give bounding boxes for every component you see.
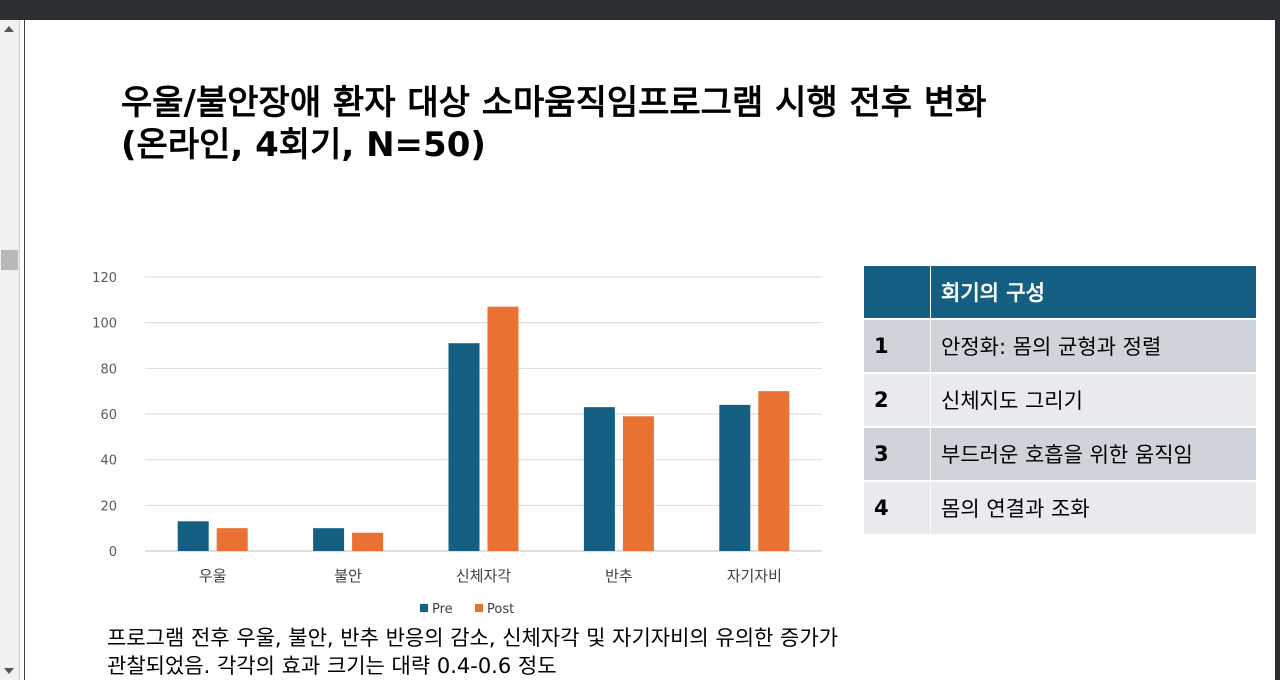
bar-pre bbox=[448, 343, 480, 551]
x-tick-label: 불안 bbox=[334, 567, 362, 585]
legend-label: Pre bbox=[432, 602, 453, 617]
slide-title-line2: (온라인, 4회기, N=50) bbox=[121, 125, 486, 165]
bar-post bbox=[758, 391, 790, 551]
bar-pre bbox=[177, 521, 209, 551]
scroll-down-arrow-icon[interactable] bbox=[4, 668, 14, 674]
session-row: 3 부드러운 호흡을 위한 움직임 bbox=[864, 426, 1256, 480]
bar-post bbox=[216, 528, 248, 551]
vertical-scrollbar[interactable] bbox=[0, 20, 20, 680]
legend-swatch bbox=[475, 604, 483, 612]
y-tick-label: 40 bbox=[100, 454, 117, 469]
window-right-edge bbox=[1275, 20, 1280, 680]
bar-chart: 0 20 40 60 80 100 120 우울 불안 신체자각 반추 자기자비 Pre Post bbox=[92, 271, 822, 617]
scroll-thumb[interactable] bbox=[1, 250, 18, 270]
session-number: 2 bbox=[864, 372, 930, 426]
session-content: 부드러운 호흡을 위한 움직임 bbox=[930, 426, 1256, 480]
session-content: 안정화: 몸의 균형과 정렬 bbox=[930, 318, 1256, 372]
x-tick-label: 신체자각 bbox=[456, 567, 511, 585]
y-tick-label: 0 bbox=[109, 545, 117, 560]
slide-title-line1: 우울/불안장애 환자 대상 소마움직임프로그램 시행 전후 변화 bbox=[121, 83, 987, 123]
session-table: 회기의 구성 1 안정화: 몸의 균형과 정렬 2 신체지도 그리기 3 부드러… bbox=[864, 266, 1256, 534]
legend-swatch bbox=[420, 604, 428, 612]
session-row: 2 신체지도 그리기 bbox=[864, 372, 1256, 426]
bar-post bbox=[487, 306, 519, 551]
session-row: 1 안정화: 몸의 균형과 정렬 bbox=[864, 318, 1256, 372]
y-tick-label: 80 bbox=[100, 362, 117, 377]
bar-post bbox=[352, 532, 384, 551]
window-top-bar bbox=[0, 0, 1280, 20]
session-content: 신체지도 그리기 bbox=[930, 372, 1256, 426]
scroll-up-arrow-icon[interactable] bbox=[4, 26, 14, 32]
y-tick-label: 60 bbox=[100, 408, 117, 423]
x-tick-label: 자기자비 bbox=[727, 567, 782, 585]
y-tick-label: 100 bbox=[92, 317, 117, 332]
summary-text: 프로그램 전후 우울, 불안, 반추 반응의 감소, 신체자각 및 자기자비의 … bbox=[107, 624, 1007, 680]
session-table-header-content: 회기의 구성 bbox=[930, 266, 1256, 318]
bar-pre bbox=[583, 407, 615, 551]
bar-pre bbox=[719, 404, 751, 551]
slide-left-border bbox=[24, 20, 25, 680]
session-number: 4 bbox=[864, 480, 930, 534]
x-tick-label: 우울 bbox=[199, 567, 227, 585]
y-tick-label: 120 bbox=[92, 271, 117, 286]
summary-line1: 프로그램 전후 우울, 불안, 반추 반응의 감소, 신체자각 및 자기자비의 … bbox=[107, 626, 839, 650]
session-content: 몸의 연결과 조화 bbox=[930, 480, 1256, 534]
legend-label: Post bbox=[487, 602, 514, 617]
bar-post bbox=[622, 416, 654, 551]
session-table-header-number bbox=[864, 266, 930, 318]
session-number: 3 bbox=[864, 426, 930, 480]
slide-title: 우울/불안장애 환자 대상 소마움직임프로그램 시행 전후 변화 (온라인, 4… bbox=[121, 82, 986, 166]
summary-line2: 관찰되었음. 각각의 효과 크기는 대략 0.4-0.6 정도 bbox=[107, 654, 557, 678]
session-row: 4 몸의 연결과 조화 bbox=[864, 480, 1256, 534]
session-number: 1 bbox=[864, 318, 930, 372]
x-tick-label: 반추 bbox=[605, 567, 633, 585]
session-table-header: 회기의 구성 bbox=[864, 266, 1256, 318]
y-tick-label: 20 bbox=[100, 499, 117, 514]
bar-pre bbox=[313, 528, 345, 551]
slide: 우울/불안장애 환자 대상 소마움직임프로그램 시행 전후 변화 (온라인, 4… bbox=[25, 20, 1275, 680]
